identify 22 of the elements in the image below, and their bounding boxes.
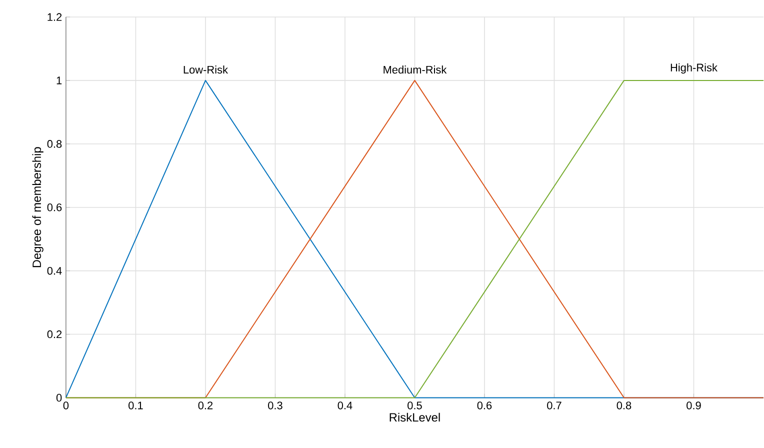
y-tick-label: 1.2 <box>48 13 62 21</box>
y-tick-label: 1 <box>56 76 62 84</box>
x-axis-title: RiskLevel <box>390 412 440 422</box>
series-label: Low-Risk <box>184 66 228 74</box>
y-axis-title: Degree of membership <box>32 147 44 268</box>
x-tick-label: 0.1 <box>128 402 143 410</box>
series-label: High-Risk <box>670 64 718 74</box>
y-tick-label: 0.6 <box>47 204 62 212</box>
x-tick-label: 0.6 <box>477 402 492 410</box>
x-tick-label: 0.4 <box>338 402 352 410</box>
y-tick-label: 0.2 <box>47 330 62 338</box>
y-tick-label: 0.4 <box>47 267 62 275</box>
x-tick-label: 0.2 <box>198 402 213 410</box>
x-tick-label: 0.9 <box>686 402 701 410</box>
x-tick-label: 0.3 <box>268 402 282 410</box>
x-tick-label: 0.8 <box>616 402 632 410</box>
x-tick-label: 0.5 <box>408 402 422 410</box>
series-label: Medium-Risk <box>384 66 447 74</box>
x-tick-label: 0.7 <box>547 402 562 410</box>
x-tick-label: 0 <box>63 402 69 410</box>
y-tick-label: 0 <box>56 394 62 402</box>
y-tick-label: 0.8 <box>47 140 62 148</box>
